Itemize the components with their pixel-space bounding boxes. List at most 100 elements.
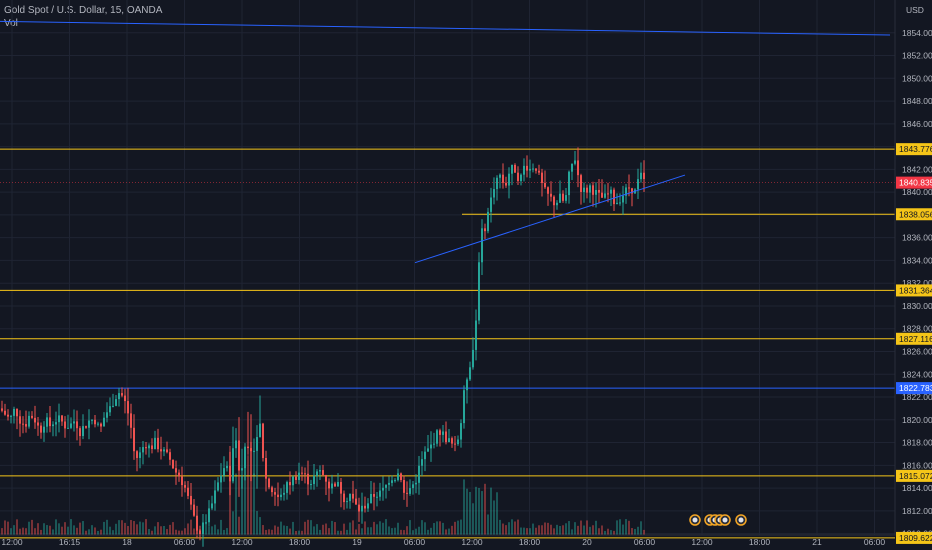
volume-bar (574, 522, 576, 535)
candle-body (568, 171, 570, 196)
candle-body (361, 505, 363, 512)
candle-body (157, 437, 159, 450)
candle-body (211, 503, 213, 509)
candle-body (349, 493, 351, 502)
volume-bar (295, 530, 297, 535)
candle-body (382, 487, 384, 491)
candle-body (520, 174, 522, 182)
volume-bar (463, 479, 465, 535)
price-axis[interactable]: 1810.0001812.0001814.0001816.0001818.000… (902, 28, 932, 539)
currency-label[interactable]: USD (906, 5, 924, 15)
volume-bar (400, 529, 402, 535)
trendlines[interactable] (0, 20, 891, 264)
time-tick-label: 18:00 (289, 537, 311, 547)
candle-body (181, 476, 183, 486)
candle-body (385, 484, 387, 488)
time-tick-label: 20 (582, 537, 592, 547)
candle-body (637, 179, 639, 190)
volume-bar (406, 526, 408, 535)
volume-bar (187, 523, 189, 535)
candle-body (64, 421, 66, 429)
volume-bar (283, 525, 285, 535)
candle-body (430, 444, 432, 449)
candle-body (124, 395, 126, 402)
volume-bar (625, 519, 627, 535)
volume-bar (607, 528, 609, 535)
volume-bar (70, 519, 72, 535)
volume-bar (136, 524, 138, 535)
candle-body (109, 406, 111, 413)
candle-body (301, 472, 303, 474)
candle-body (154, 437, 156, 450)
volume-bar (535, 527, 537, 535)
candle-body (337, 482, 339, 487)
candle-body (220, 475, 222, 483)
candle-body (424, 451, 426, 460)
candle-body (577, 160, 579, 176)
volume-bar (364, 521, 366, 535)
volume-bar (292, 521, 294, 535)
candle-body (508, 173, 510, 186)
candle-body (622, 195, 624, 203)
volume-bar (331, 520, 333, 535)
volume-bar (157, 522, 159, 535)
candle-body (22, 423, 24, 425)
candle-body (217, 482, 219, 491)
price-tick-label: 1812.000 (902, 506, 932, 516)
volume-bar (10, 528, 12, 535)
horizontal-levels[interactable] (0, 148, 895, 539)
volume-bar (13, 525, 15, 535)
candle-body (118, 393, 120, 400)
volume-bar (223, 529, 225, 535)
candle-body (454, 443, 456, 445)
candle-body (529, 168, 531, 171)
volume-bar (433, 523, 435, 535)
candle-body (556, 202, 558, 206)
candle-body (478, 262, 480, 321)
candle-body (148, 445, 150, 449)
volume-bar (343, 523, 345, 535)
volume-bar (382, 522, 384, 535)
volume-bar (514, 521, 516, 535)
economic-event-markers[interactable] (689, 514, 747, 526)
candle-body (550, 193, 552, 197)
candle-body (1, 408, 3, 411)
volume-indicator-label[interactable]: Vol (4, 18, 18, 29)
volume-bar (34, 528, 36, 535)
volume-bar (610, 530, 612, 535)
candle-body (229, 465, 231, 482)
volume-bar (520, 527, 522, 535)
volume-bar (427, 529, 429, 535)
volume-bar (241, 475, 243, 535)
candle-body (364, 505, 366, 509)
candle-body (187, 487, 189, 496)
price-tick-label: 1822.000 (902, 392, 932, 402)
volume-bar (643, 529, 645, 535)
symbol-title[interactable]: Gold Spot / U.S. Dollar, 15, OANDA (4, 5, 163, 16)
candle-body (400, 473, 402, 481)
price-tag-label: 1822.783 (899, 383, 932, 393)
volume-bar (385, 519, 387, 535)
volume-bar (358, 524, 360, 535)
volume-bar (502, 523, 504, 535)
volume-bar (169, 524, 171, 535)
volume-bar (460, 519, 462, 535)
trendline (0, 20, 891, 36)
candle-body (61, 415, 63, 422)
time-axis[interactable]: 12:00 16:15 18 06:00 12:00 18:00 19 06:00 12:00 1… (1, 537, 885, 547)
candle-body (160, 449, 162, 452)
time-tick-label: 12:00 (231, 537, 253, 547)
candle-body (397, 473, 399, 481)
volume-bar (37, 523, 39, 535)
price-tick-label: 1830.000 (902, 301, 932, 311)
price-tick-label: 1836.000 (902, 233, 932, 243)
candle-body (70, 423, 72, 428)
time-tick-label: 16:15 (59, 537, 81, 547)
volume-bar (259, 517, 261, 535)
price-tag-bg (896, 531, 932, 544)
volume-bar (121, 520, 123, 535)
volume-bar (409, 520, 411, 535)
candle-body (526, 165, 528, 171)
candle-body (139, 452, 141, 458)
